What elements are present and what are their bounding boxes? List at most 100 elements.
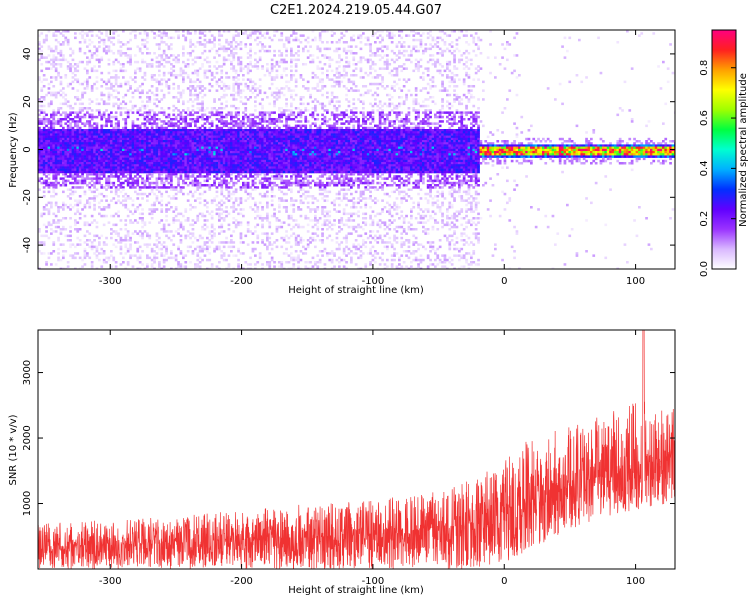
spectrogram-cell	[266, 32, 269, 35]
spectrogram-cell	[158, 151, 161, 154]
spectrogram-cell	[206, 118, 209, 121]
spectrogram-cell	[191, 234, 195, 238]
spectrogram-cell	[244, 146, 248, 150]
spectrogram-cell	[179, 166, 183, 169]
spectrogram-cell	[153, 52, 156, 55]
spectrogram-cell	[256, 115, 260, 119]
spectrogram-cell	[40, 153, 44, 156]
spectrogram-cell	[239, 177, 243, 180]
spectrogram-cell	[66, 82, 70, 86]
spectrogram-cell	[237, 250, 240, 253]
spectrogram-cell	[268, 133, 272, 136]
spectrogram-cell	[234, 151, 238, 154]
spectrogram-cell	[155, 239, 159, 242]
spectrogram-cell	[263, 126, 267, 130]
spectrogram-cell	[112, 256, 116, 260]
spectrogram-cell	[110, 214, 113, 218]
spectrogram-cell	[177, 34, 180, 37]
spectrogram-cell	[66, 67, 70, 70]
spectrogram-cell	[203, 175, 207, 178]
spectrogram-cell	[206, 153, 209, 156]
spectrogram-cell	[278, 173, 281, 176]
spectrogram-cell	[90, 166, 94, 169]
spectrogram-cell	[266, 137, 269, 141]
spectrogram-cell	[122, 148, 125, 152]
spectrogram-cell	[148, 151, 152, 154]
spectrogram-cell	[234, 91, 238, 95]
spectrogram-cell	[158, 140, 161, 143]
spectrogram-cell	[246, 137, 250, 141]
spectrogram-cell	[210, 241, 214, 244]
spectrogram-cell	[191, 104, 195, 108]
spectrogram-cell	[146, 96, 149, 99]
spectrogram-cell	[45, 78, 48, 81]
spectrogram-cell	[136, 124, 140, 128]
spectrogram-cell	[40, 162, 44, 165]
spectrogram-cell	[278, 137, 281, 141]
spectrogram-cell	[179, 190, 183, 194]
spectrogram-cell	[54, 137, 58, 141]
spectrogram-cell	[117, 122, 120, 125]
spectrogram-cell	[76, 122, 80, 125]
spectrogram-cell	[124, 192, 128, 196]
spectrogram-cell	[107, 98, 111, 101]
spectrogram-cell	[251, 85, 255, 88]
spectrogram-cell	[126, 197, 130, 200]
spectrogram-cell	[258, 111, 262, 114]
spectrogram-cell	[90, 197, 94, 200]
spectrogram-cell	[251, 135, 255, 139]
spectrogram-cell	[83, 247, 87, 251]
spectrogram-cell	[191, 175, 195, 178]
spectrogram-cell	[131, 212, 135, 216]
spectrogram-cell	[107, 135, 111, 139]
spectrogram-cell	[54, 146, 58, 150]
spectrogram-cell	[158, 261, 161, 264]
spectrogram-cell	[246, 267, 250, 269]
spectrogram-cell	[105, 168, 108, 172]
spectrogram-cell	[278, 151, 281, 154]
spectrogram-cell	[102, 261, 106, 264]
spectrogram-cell	[261, 67, 264, 70]
spectrogram-cell	[172, 256, 176, 260]
spectrogram-cell	[258, 170, 262, 174]
spectrogram-cell	[81, 258, 84, 262]
spectrogram-cell	[122, 151, 125, 154]
spectrogram-cell	[208, 111, 212, 114]
spectrogram-cell	[215, 118, 219, 121]
spectrogram-cell	[162, 142, 166, 145]
spectrogram-cell	[225, 206, 228, 209]
spectrogram-cell	[110, 153, 113, 156]
spectrogram-cell	[52, 131, 56, 134]
spectrogram-cell	[158, 236, 161, 240]
spectrogram-cell	[47, 153, 51, 156]
spectrogram-cell	[52, 93, 56, 97]
spectrogram-cell	[95, 173, 99, 176]
spectrogram-cell	[110, 166, 113, 169]
spectrogram-cell	[138, 133, 142, 136]
spectrogram-cell	[232, 93, 236, 97]
spectrogram-cell	[100, 131, 104, 134]
spectrogram-cell	[182, 109, 185, 112]
spectrogram-cell	[74, 146, 77, 150]
spectrogram-cell	[234, 69, 238, 73]
spectrogram-cell	[261, 47, 264, 51]
spectrogram-cell	[105, 124, 108, 128]
spectrogram-cell	[165, 60, 168, 64]
spectrogram-cell	[62, 135, 65, 139]
spectrogram-cell	[208, 258, 212, 262]
spectrogram-cell	[244, 153, 248, 156]
spectrogram-cell	[220, 212, 224, 216]
spectrogram-cell	[102, 186, 106, 189]
spectrogram-cell	[162, 241, 166, 244]
spectrogram-cell	[230, 170, 233, 174]
spectrogram-cell	[254, 157, 257, 161]
spectrogram-cell	[251, 91, 255, 95]
spectrogram-cell	[153, 203, 156, 207]
spectrogram-cell	[275, 166, 279, 169]
spectrogram-cell	[155, 104, 159, 108]
spectrogram-cell	[275, 118, 279, 121]
spectrogram-cell	[280, 129, 284, 132]
spectrogram-cell	[167, 60, 171, 64]
spectrogram-cell	[78, 115, 82, 119]
spectrogram-cell	[114, 118, 118, 121]
